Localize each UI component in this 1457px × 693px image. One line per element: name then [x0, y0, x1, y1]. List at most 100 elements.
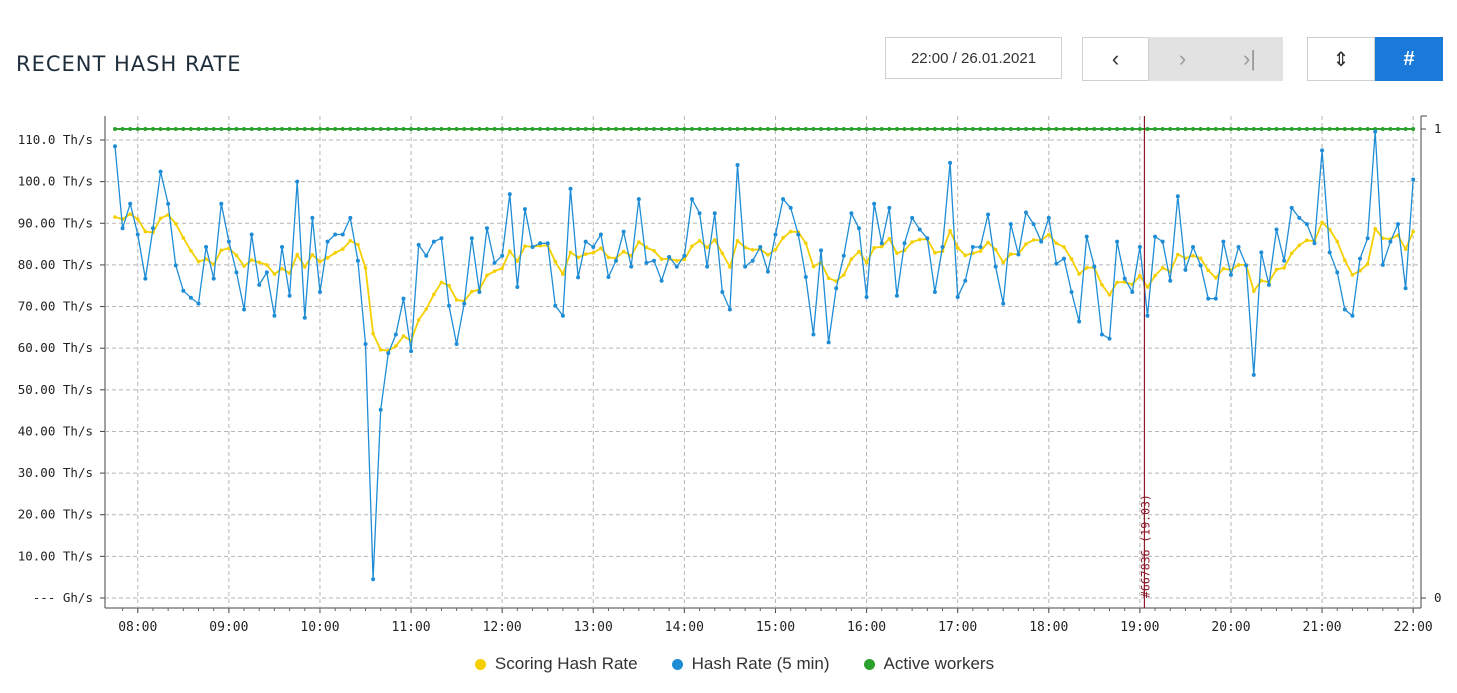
scoring-point [872, 246, 876, 250]
workers-point [363, 127, 368, 131]
hashrate-point [1191, 245, 1196, 250]
hashrate-point [158, 169, 163, 174]
y-tick-label: 10.00 Th/s [18, 548, 93, 563]
fit-scale-button[interactable]: ⇕ [1307, 37, 1375, 81]
hashrate-point [363, 342, 368, 347]
hashrate-point [302, 315, 307, 320]
workers-point [1175, 127, 1180, 131]
legend-item-hashrate[interactable]: Hash Rate (5 min) [671, 654, 830, 674]
hashrate-point [872, 201, 877, 206]
hashrate-point [538, 241, 543, 246]
workers-point [1077, 127, 1082, 131]
workers-point [143, 127, 148, 131]
hashrate-point [1008, 222, 1013, 227]
workers-point [652, 127, 657, 131]
hashrate-point [249, 232, 254, 237]
hash-rate-chart[interactable]: --- Gh/s 10.00 Th/s 20.00 Th/s 30.00 Th/s 40… [0, 0, 1457, 650]
chart-legend: Scoring Hash Rate Hash Rate (5 min) Acti… [0, 654, 1457, 674]
hashrate-point [378, 407, 383, 412]
workers-point [378, 127, 383, 131]
workers-point [181, 127, 186, 131]
workers-point [280, 127, 285, 131]
x-tick-label: 11:00 [392, 620, 431, 635]
workers-point [1084, 127, 1089, 131]
scoring-point [394, 344, 398, 348]
y-tick-label: 110.0 Th/s [18, 132, 93, 147]
previous-button[interactable]: ‹ [1082, 37, 1149, 81]
workers-point [986, 127, 991, 131]
scoring-point [857, 249, 861, 254]
hashrate-point [894, 293, 899, 298]
legend-item-scoring[interactable]: Scoring Hash Rate [474, 654, 638, 674]
hashrate-point [970, 245, 975, 250]
workers-point [811, 127, 816, 131]
workers-point [788, 127, 793, 131]
hashrate-point [856, 226, 861, 231]
workers-point [545, 127, 550, 131]
scoring-point [135, 217, 140, 221]
hashrate-point [287, 293, 292, 298]
skip-to-latest-button[interactable]: ›| [1216, 37, 1283, 81]
hashrate-point [454, 342, 459, 347]
workers-point [1282, 127, 1287, 131]
workers-point [484, 127, 489, 131]
workers-point [447, 127, 452, 131]
workers-point [1411, 127, 1416, 131]
hashrate-point [560, 313, 565, 318]
scoring-point [887, 236, 892, 241]
hashrate-point [1266, 282, 1271, 287]
scoring-point [583, 252, 588, 256]
scoring-point [659, 257, 664, 261]
hashrate-point [841, 253, 846, 258]
workers-point [1289, 127, 1294, 131]
scoring-point [295, 252, 300, 257]
scoring-point [1153, 273, 1157, 278]
workers-point [287, 127, 292, 131]
hashrate-point [1320, 148, 1325, 153]
workers-point [1099, 127, 1104, 131]
y-tick-label: 100.0 Th/s [18, 174, 93, 189]
workers-point [925, 127, 930, 131]
workers-point [560, 127, 565, 131]
workers-point [249, 127, 254, 131]
hashrate-point [226, 239, 231, 244]
scoring-point [302, 265, 307, 269]
x-tick-label: 21:00 [1303, 620, 1342, 635]
hashrate-point [1024, 210, 1028, 215]
hashrate-point [211, 276, 216, 281]
workers-point [128, 127, 133, 131]
workers-point [158, 127, 163, 131]
scoring-point [728, 265, 732, 269]
hashrate-point [173, 263, 178, 268]
workers-point [720, 127, 725, 131]
hashrate-point [530, 245, 535, 250]
next-button[interactable]: › [1149, 37, 1216, 81]
scoring-point [401, 334, 406, 338]
scoring-point [1115, 280, 1119, 285]
scoring-point [181, 236, 186, 240]
workers-point [371, 127, 376, 131]
scoring-point [1327, 227, 1332, 232]
scoring-point [766, 253, 770, 257]
workers-point [963, 127, 968, 131]
date-picker[interactable]: 22:00 / 26.01.2021 [885, 37, 1062, 79]
hash-icon: # [1403, 47, 1415, 70]
workers-point [849, 127, 854, 131]
page-title: RECENT HASH RATE [16, 52, 242, 76]
hashrate-point [439, 236, 444, 241]
workers-point [955, 127, 960, 131]
workers-point [1251, 127, 1256, 131]
workers-point [1350, 127, 1355, 131]
hashrate-point [135, 232, 140, 237]
scoring-point [621, 249, 626, 254]
workers-point [705, 127, 710, 131]
hashrate-point [333, 232, 338, 237]
hashrate-point [621, 229, 626, 234]
hashrate-point [500, 253, 505, 258]
scoring-point [340, 247, 345, 251]
legend-item-workers[interactable]: Active workers [863, 654, 994, 674]
workers-point [1274, 127, 1279, 131]
workers-point [1092, 127, 1097, 131]
grid-mode-button[interactable]: # [1375, 37, 1443, 81]
workers-point [743, 127, 748, 131]
